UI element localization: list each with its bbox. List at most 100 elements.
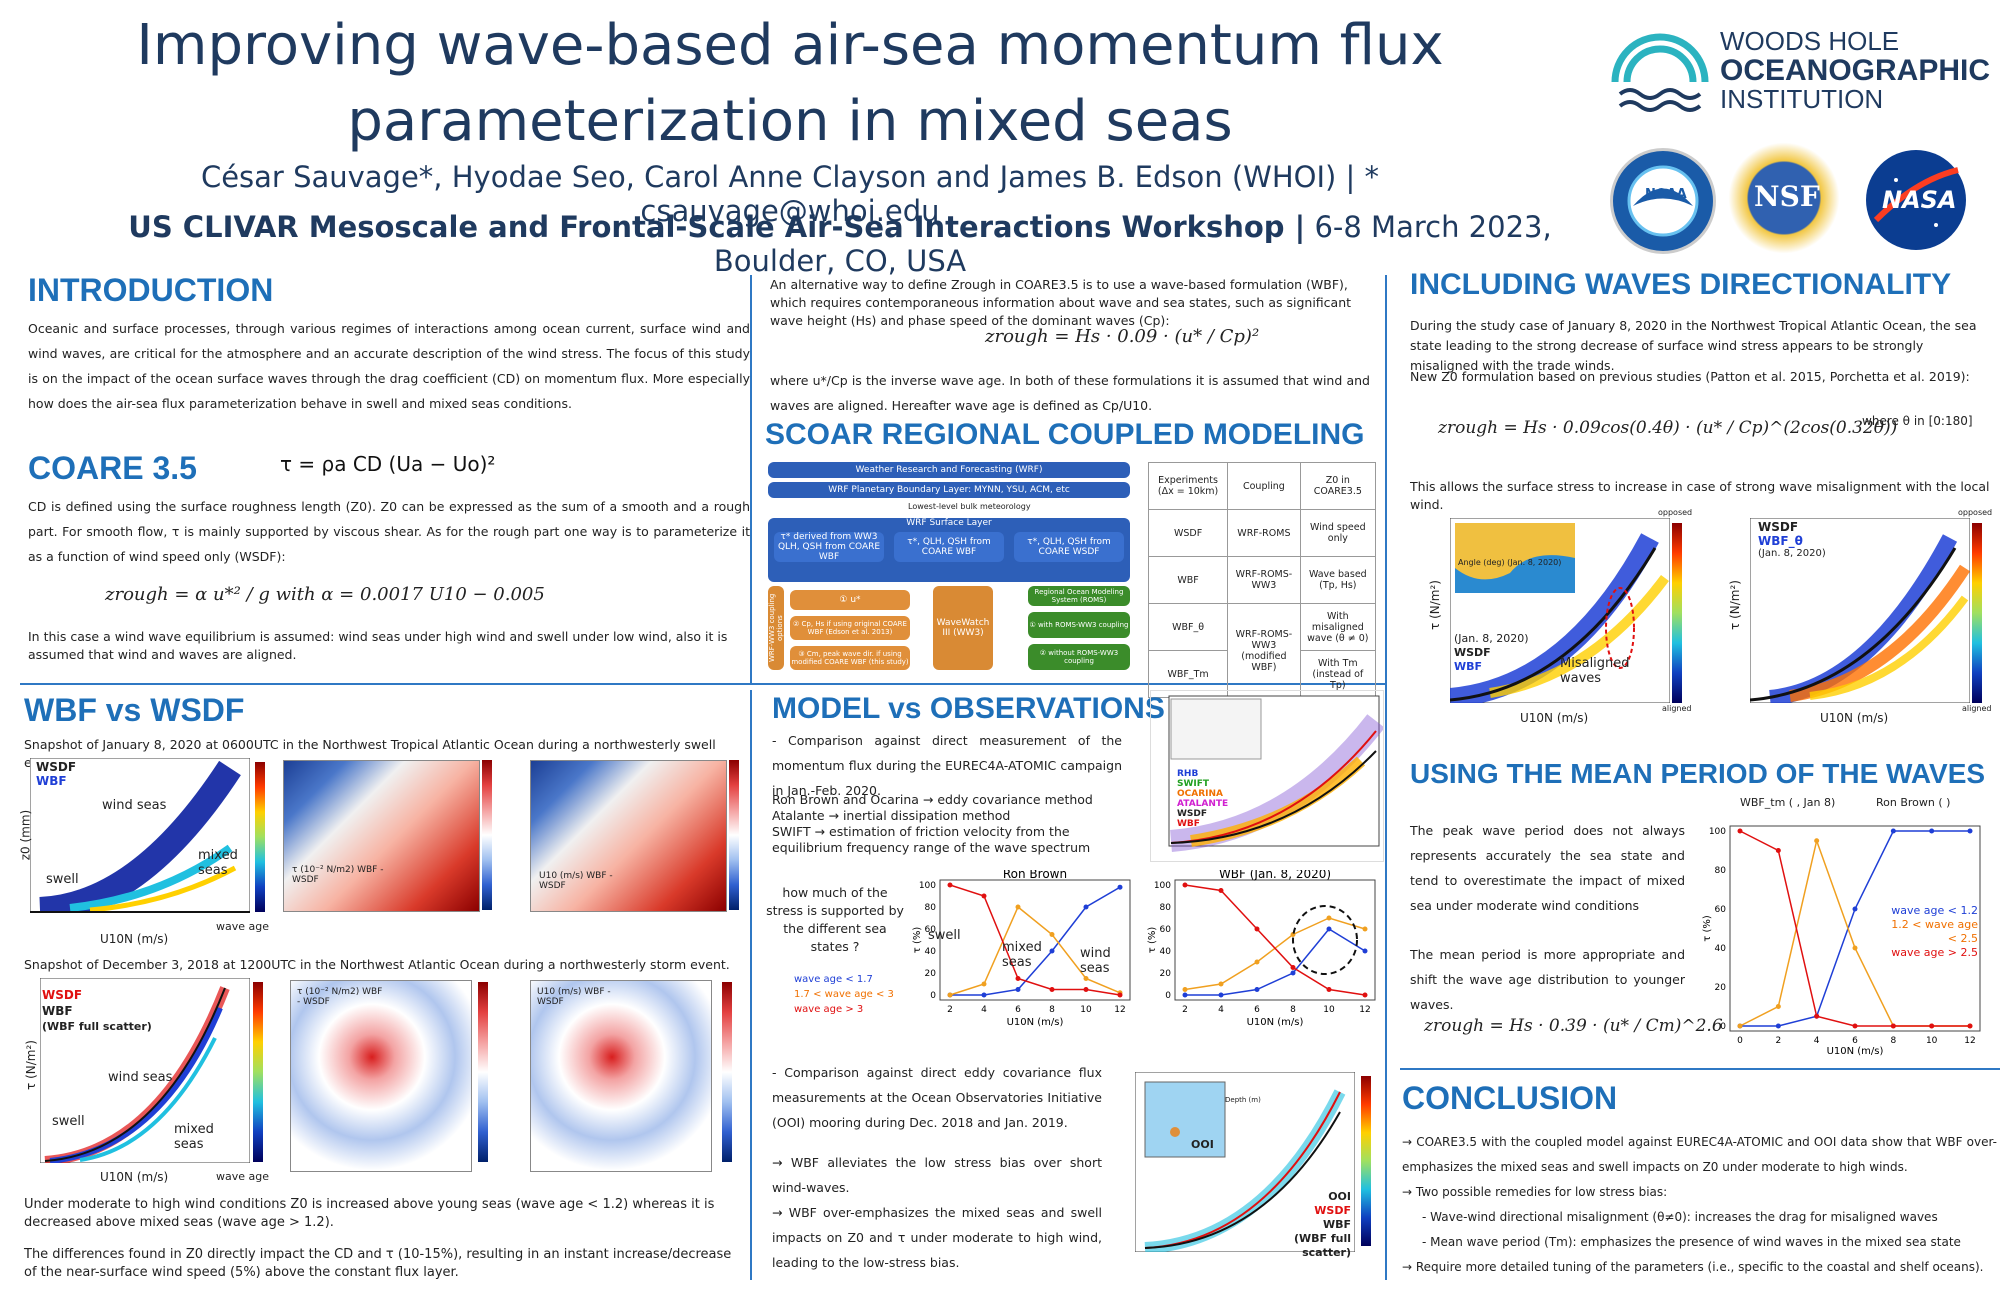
legend-item: WBF	[1177, 819, 1200, 829]
ooi-legend: OOI WSDF WBF (WBF full scatter)	[1275, 1190, 1351, 1260]
data-point	[1049, 987, 1055, 992]
x-tick-label: 12	[1359, 1005, 1370, 1015]
colorbar	[1672, 523, 1682, 703]
list-item: - Mean wave period (Tm): emphasizes the …	[1422, 1235, 1961, 1249]
table-cell: WRF-ROMS	[1227, 509, 1301, 557]
table-cell: WBF	[1147, 556, 1229, 604]
intro-heading: INTRODUCTION	[28, 272, 274, 308]
y-tick-label: 20	[1160, 969, 1172, 979]
list-item: SWIFT → estimation of friction velocity …	[772, 824, 1091, 855]
coare-equation: zrough = α u*² / g with α = 0.0017 U10 −…	[105, 584, 545, 605]
fig-legend: WBF	[1454, 660, 1483, 673]
y-tick-label: 60	[925, 925, 937, 935]
colorbar	[478, 982, 488, 1162]
table-row: WBF_θ WRF-ROMS-WW3 (modified WBF) With m…	[1147, 603, 1377, 698]
table-header: Z0 in COARE3.5	[1299, 462, 1377, 510]
legend-item: WBF	[1322, 1218, 1351, 1231]
snapshot-2-caption: Snapshot of December 3, 2018 at 1200UTC …	[24, 957, 730, 972]
data-point	[1967, 828, 1973, 834]
data-point	[1254, 959, 1260, 965]
y-axis-label: τ (N/m²)	[23, 1040, 38, 1090]
scoar-diagram: Weather Research and Forecasting (WRF) W…	[768, 462, 1138, 674]
option-cm-box: ③ Cm, peak wave dir. if using modified C…	[790, 646, 910, 670]
scatter-legend: RHB SWIFT OCARINA ATALANTE WSDF WBF	[1177, 769, 1228, 829]
mean-period-text-1: The peak wave period does not always rep…	[1410, 823, 1685, 913]
y-tick-label: 100	[1709, 827, 1726, 837]
x-axis-label: U10N (m/s)	[1247, 1017, 1304, 1028]
nasa-label: NASA	[1882, 186, 1957, 214]
whoi-line3: INSTITUTION	[1720, 84, 1884, 114]
fig-legend: WBF	[42, 1004, 73, 1018]
list-item: → Two possible remedies for low stress b…	[1402, 1185, 1668, 1199]
option-cp-box: ② Cp, Hs if using original COARE WBF (Ed…	[790, 616, 910, 640]
wind-seas-annotation: wind seas	[108, 1070, 173, 1085]
model-obs-heading: MODEL vs OBSERVATIONS	[772, 692, 1165, 725]
depth-label: Depth (m)	[1225, 1096, 1261, 1104]
x-tick-label: 2	[1775, 1036, 1781, 1046]
storm-stress-map: τ (10⁻² N/m2) WBF - WSDF	[290, 980, 472, 1172]
legend-item: wave age < 1.7	[794, 974, 873, 985]
scatter-plot	[1450, 518, 1670, 703]
x-axis-label: U10N (m/s)	[1827, 1046, 1884, 1057]
data-point	[1737, 828, 1743, 834]
table-cell: Wind speed only	[1299, 509, 1377, 557]
y-tick-label: 20	[925, 969, 937, 979]
experiments-table: Experiments (Δx = 10km) Coupling Z0 in C…	[1147, 462, 1377, 698]
colorbar	[482, 760, 492, 910]
x-tick-label: 12	[1964, 1036, 1975, 1046]
y-tick-label: 80	[925, 903, 937, 913]
data-point	[1737, 1023, 1743, 1029]
instrument-list: Ron Brown and Ocarina → eddy covariance …	[772, 792, 1132, 856]
table-header: Experiments (Δx = 10km)	[1147, 462, 1229, 510]
chart-series: 2 4 6 8 10 12 0 20 40 60 80 100 τ (%)	[1147, 881, 1371, 1015]
x-tick-label: 2	[947, 1005, 953, 1015]
chart-series: 2 4 6 8 10 12 0 20 40 60 80 100 τ (%)	[912, 881, 1126, 1015]
x-tick-label: 8	[1890, 1036, 1896, 1046]
data-point	[1083, 987, 1089, 992]
divider	[750, 690, 752, 1280]
nasa-logo-icon: NASA	[1866, 150, 1966, 250]
table-cell: WRF-ROMS-WW3 (modified WBF)	[1227, 603, 1301, 698]
y-tick-label: 40	[1160, 947, 1172, 957]
data-point	[1117, 884, 1123, 890]
data-point	[1015, 976, 1021, 981]
y-tick-label: 80	[1715, 866, 1727, 876]
wind-seas-annotation: wind seas	[1080, 946, 1111, 976]
legend-item: SWIFT	[1177, 779, 1210, 789]
scatter-plot	[30, 758, 250, 913]
legend-item: RHB	[1177, 769, 1199, 779]
nsf-label: NSF	[1754, 180, 1820, 213]
table-cell: WRF-ROMS-WW3	[1227, 556, 1301, 604]
coare-note: In this case a wind wave equilibrium is …	[28, 629, 728, 662]
whoi-line2: OCEANOGRAPHIC	[1720, 54, 1991, 87]
mixed-seas-annotation: mixed seas	[198, 848, 238, 878]
ooi-inset-label: OOI	[1191, 1138, 1214, 1151]
x-tick-label: 0	[1737, 1036, 1743, 1046]
legend-item: WSDF	[1314, 1204, 1351, 1217]
stress-scatter-figure: WSDF WBF (WBF full scatter) wind seas sw…	[20, 978, 270, 1188]
table-row: WBF WRF-ROMS-WW3 Wave based (Tp, Hs)	[1147, 556, 1377, 604]
map-label: τ (10⁻² N/m2) WBF - WSDF	[297, 987, 383, 1007]
wbf-line-chart: WBF (Jan. 8, 2020) 2 4 6 8 10 12 0 20 40 60 80 100 τ…	[1147, 870, 1376, 1028]
data-point	[1218, 888, 1224, 893]
data-point	[947, 992, 953, 998]
data-point	[1326, 926, 1332, 932]
y-axis-label: τ (N/m²)	[1727, 580, 1742, 630]
data-point	[1929, 1023, 1935, 1029]
mean-period-equation: zrough = Hs · 0.39 · (u* / Cm)^2.6	[1424, 1016, 1723, 1036]
wbf-conclusion-2: The differences found in Z0 directly imp…	[24, 1247, 732, 1280]
x-tick-label: 10	[1080, 1005, 1092, 1015]
table-cell: With misaligned wave (θ ≠ 0)	[1299, 603, 1377, 651]
colorbar-label: wave age	[216, 1170, 270, 1183]
map-label: U10 (m/s) WBF - WSDF	[539, 871, 613, 891]
workshop-name: US CLIVAR Mesoscale and Frontal-Scale Ai…	[128, 210, 1306, 244]
series-line	[949, 905, 1121, 996]
data-point	[1326, 987, 1332, 992]
x-axis-label: U10N (m/s)	[100, 1170, 169, 1184]
ooi-figure: OOI Depth (m) OOI WSDF WBF (WBF full sca…	[1125, 1072, 1380, 1272]
data-point	[1775, 1004, 1781, 1009]
x-tick-label: 8	[1049, 1005, 1055, 1015]
legend-wbf-tm: WBF_tm ( , Jan 8)	[1740, 796, 1836, 809]
data-point	[1852, 945, 1858, 951]
whoi-logo-icon	[1605, 22, 1715, 122]
